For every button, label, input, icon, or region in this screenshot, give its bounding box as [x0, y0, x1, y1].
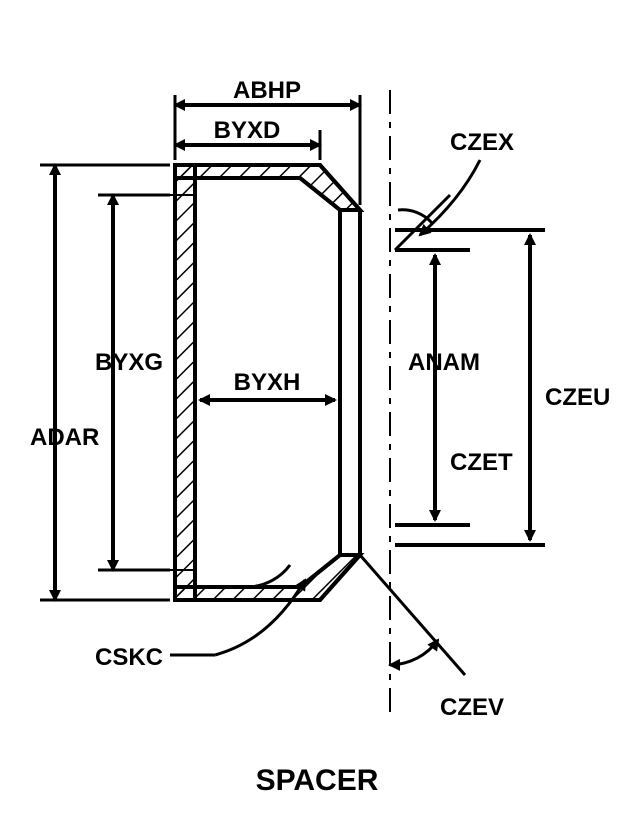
label-adar: ADAR — [30, 424, 99, 451]
dim-cskc: CSKC — [95, 565, 305, 671]
spacer-diagram: ABHP BYXD CZEX ADAR BYXG BYXH ANAM CZET — [0, 0, 634, 832]
dim-anam: ANAM — [408, 255, 480, 520]
dim-byxg: BYXG — [95, 195, 170, 570]
diagram-title: SPACER — [256, 764, 379, 797]
label-cskc: CSKC — [95, 644, 163, 671]
section-left-wall — [175, 165, 195, 600]
label-abhp: ABHP — [233, 77, 301, 104]
label-czet: CZET — [450, 449, 513, 476]
dim-czet: CZET — [450, 449, 513, 476]
dim-czeu: CZEU — [530, 235, 610, 540]
label-byxg: BYXG — [95, 349, 163, 376]
label-anam: ANAM — [408, 349, 480, 376]
dim-byxh: BYXH — [200, 369, 335, 400]
label-czev: CZEV — [440, 694, 504, 721]
czev-chamfer-edge — [360, 555, 465, 675]
label-czex: CZEX — [450, 129, 514, 156]
czex-chamfer-edge — [395, 195, 450, 250]
dim-byxd: BYXD — [175, 117, 320, 160]
label-czeu: CZEU — [545, 384, 610, 411]
dim-czev: CZEV — [390, 640, 504, 721]
dim-adar: ADAR — [30, 165, 170, 600]
dim-czex: CZEX — [398, 129, 514, 235]
label-byxd: BYXD — [214, 117, 281, 144]
label-byxh: BYXH — [234, 369, 301, 396]
